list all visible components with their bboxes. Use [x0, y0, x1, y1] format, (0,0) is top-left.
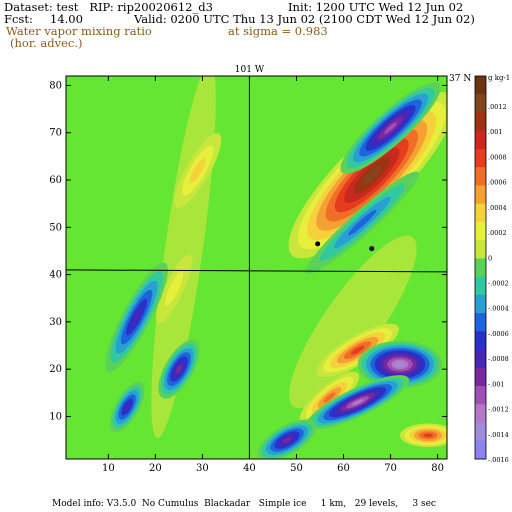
pos-cell-se2-level-4 — [323, 392, 336, 403]
neg-cell-se3-level-6 — [282, 437, 292, 444]
y-tick-label-0: 10 — [49, 411, 62, 422]
colorbar-frame — [474, 75, 487, 460]
colorbar-swatch-8 — [475, 221, 486, 241]
neg-cell-sw2-level-6 — [175, 364, 182, 374]
colorbar-label-8: -.0004 — [488, 305, 509, 313]
colorbar-swatch-19 — [475, 422, 486, 442]
colorbar-label-6: 0 — [488, 254, 492, 262]
field-layer — [105, 76, 447, 459]
colorbar-swatch-10 — [475, 258, 486, 278]
y-tick-label-4: 50 — [49, 222, 62, 233]
neg-cell-sw3-level-5 — [124, 402, 131, 412]
valid-line: Valid: 0200 UTC Thu 13 Jun 02 (2100 CDT … — [134, 12, 475, 26]
x-tick-label-6: 70 — [384, 463, 397, 474]
colorbar-swatch-6 — [475, 185, 486, 205]
fcst-label: Fcst: — [4, 12, 33, 26]
x-tick-label-4: 50 — [290, 463, 303, 474]
x-tick-label-5: 60 — [337, 463, 350, 474]
pos-cell-se-level-5 — [350, 345, 365, 355]
colorbar-swatch-5 — [475, 167, 486, 186]
y-tick-label-5: 60 — [49, 175, 62, 186]
colorbar-swatch-0 — [475, 76, 486, 95]
y-tick-label-1: 20 — [49, 364, 62, 375]
colorbar-swatch-14 — [475, 331, 486, 351]
colorbar-swatch-9 — [475, 240, 486, 259]
colorbar-label-5: .0002 — [488, 229, 507, 237]
x-tick-label-1: 20 — [149, 463, 162, 474]
y-tick-label-3: 40 — [49, 270, 62, 281]
station-point-1 — [369, 246, 375, 252]
colorbar-swatch-17 — [475, 386, 486, 405]
colorbar-swatch-20 — [475, 440, 486, 460]
neg-band-north-level-7 — [384, 122, 397, 134]
colorbar-swatch-3 — [475, 130, 486, 150]
meridian-label: 101 W — [235, 65, 265, 75]
fcst-value: 14.00 — [50, 12, 83, 26]
colorbar-label-12: -.0012 — [488, 406, 509, 414]
pos-cell-se3-level-5 — [423, 433, 433, 438]
neg-band-south-level-3 — [348, 209, 377, 236]
colorbar-label-13: -.0014 — [488, 431, 509, 439]
x-tick-label-0: 10 — [102, 463, 115, 474]
colorbar-label-10: -.0008 — [488, 355, 509, 363]
neg-cell-se2-level-8 — [351, 399, 364, 406]
neg-cell-sw1-level-5 — [131, 308, 142, 327]
field-name: Water vapor mixing ratio — [6, 24, 152, 38]
colorbar-swatch-2 — [475, 112, 486, 132]
colorbar-swatch-16 — [475, 367, 486, 387]
y-tick-label-7: 80 — [49, 80, 62, 91]
colorbar-swatch-12 — [475, 294, 486, 314]
colorbar-swatch-11 — [475, 276, 486, 296]
level-label: at sigma = 0.983 — [228, 24, 328, 38]
neg-cell-se1-level-9 — [395, 362, 405, 367]
y-tick-label-6: 70 — [49, 128, 62, 139]
colorbar-label-9: -.0006 — [488, 330, 509, 338]
colorbar-label-2: .0008 — [488, 153, 507, 161]
parallel-label: 37 N — [449, 74, 471, 84]
x-tick-label-7: 80 — [431, 463, 444, 474]
pos-weak-nw-level-2 — [189, 158, 206, 184]
x-tick-label-3: 40 — [243, 463, 256, 474]
colorbar-label-4: .0004 — [488, 204, 507, 212]
plot-frame — [65, 75, 448, 460]
dataset-line: Dataset: test RIP: rip20020612_d3 — [4, 0, 213, 14]
colorbar-label-11: -.001 — [488, 380, 505, 388]
y-tick-label-2: 30 — [49, 317, 62, 328]
colorbar-swatch-13 — [475, 313, 486, 332]
station-point-0 — [315, 241, 321, 247]
field-subtitle: (hor. advec.) — [10, 36, 83, 50]
colorbar-label-7: -.0002 — [488, 280, 509, 288]
colorbar-label-0: .0012 — [488, 103, 507, 111]
pos-tongue-ne-level-8 — [362, 166, 381, 185]
colorbar-swatch-7 — [475, 203, 486, 223]
colorbar-unit: g kg-1 — [488, 74, 510, 82]
colorbar-label-1: .001 — [488, 128, 502, 136]
colorbar-swatch-4 — [475, 148, 486, 168]
colorbar-swatch-18 — [475, 404, 486, 424]
model-info: Model info: V3.5.0 No Cumulus Blackadar … — [52, 499, 436, 509]
parallel-line — [65, 269, 448, 273]
colorbar-swatch-1 — [475, 94, 486, 113]
pos-weak-w-level-1 — [165, 271, 184, 307]
x-tick-label-2: 30 — [196, 463, 209, 474]
colorbar-label-14: -.0016 — [488, 456, 509, 464]
colorbar-label-3: .0006 — [488, 179, 507, 187]
colorbar-swatch-15 — [475, 349, 486, 369]
init-line: Init: 1200 UTC Wed 12 Jun 02 — [288, 0, 464, 14]
